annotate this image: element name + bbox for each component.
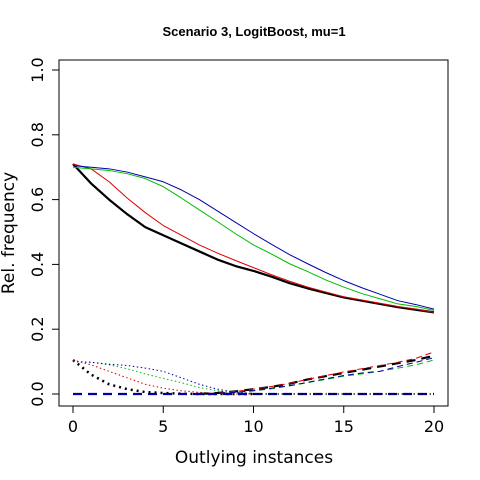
y-tick-label: 1.0 <box>28 57 47 82</box>
x-tick-label: 10 <box>243 417 263 436</box>
series-7-line <box>72 361 254 395</box>
x-tick-label: 0 <box>68 417 78 436</box>
x-axis: 0 5 10 15 20 <box>68 405 444 436</box>
series-1-line <box>72 163 435 314</box>
series-9-line <box>199 354 435 396</box>
series-6-line <box>72 359 254 395</box>
series-5-line <box>72 359 254 396</box>
y-tick-label: 0.6 <box>28 187 47 212</box>
x-tick-label: 15 <box>334 417 354 436</box>
series-layer <box>72 163 435 396</box>
y-axis: 0.0 0.2 0.4 0.6 0.8 1.0 <box>28 57 60 407</box>
plot-area-frame <box>58 59 449 407</box>
y-tick-label: 0.0 <box>28 381 47 406</box>
series-4-line <box>72 165 435 310</box>
y-tick-label: 0.4 <box>28 252 47 277</box>
series-11-line <box>199 359 435 395</box>
series-10-line <box>199 351 435 395</box>
x-tick-label: 20 <box>424 417 444 436</box>
x-tick-label: 5 <box>158 417 168 436</box>
series-3-line <box>72 166 435 311</box>
y-axis-label: Rel. frequency <box>0 172 19 294</box>
chart-title: Scenario 3, LogitBoost, mu=1 <box>162 24 345 39</box>
y-tick-label: 0.2 <box>28 316 47 341</box>
series-8-line <box>72 361 254 394</box>
series-2-line <box>72 163 435 313</box>
y-tick-label: 0.8 <box>28 122 47 147</box>
x-axis-label: Outlying instances <box>175 448 333 468</box>
